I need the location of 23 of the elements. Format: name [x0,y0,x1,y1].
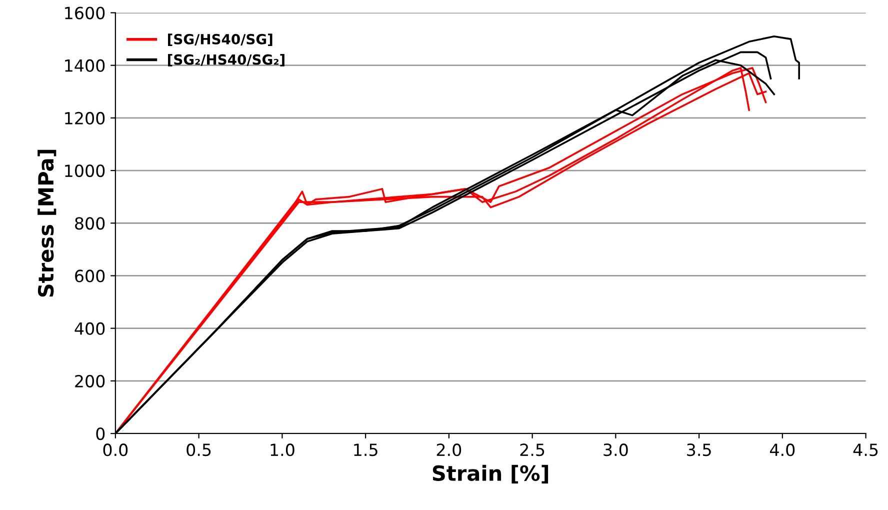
y-tick-label: 1600 [65,6,105,20]
legend-label: [SG₂/HS40/SG₂] [168,54,284,66]
y-tick-label: 400 [74,322,105,335]
x-tick-label: 1.0 [270,444,294,456]
x-tick-label: 3.5 [687,444,711,456]
y-tick-label: 0 [96,427,105,440]
x-tick-label: 3.0 [604,444,628,456]
x-tick-label: 0.0 [103,444,128,456]
y-tick-label: 1200 [65,112,105,125]
y-axis-title: Stress [MPa] [38,150,56,297]
x-tick-label: 4.0 [770,444,795,456]
y-tick-label: 200 [75,374,105,388]
x-tick-label: 0.5 [186,444,211,456]
y-tick-label: 1000 [65,164,105,178]
x-axis-title: Strain [%] [432,464,548,484]
x-tick-label: 4.5 [853,444,878,456]
y-tick-label: 600 [75,270,105,282]
x-tick-label: 1.5 [354,444,378,456]
x-tick-label: 2.5 [520,444,544,456]
y-tick-label: 1400 [65,59,105,72]
legend-label: [SG/HS40/SG] [168,34,272,46]
y-tick-label: 800 [75,217,105,230]
x-tick-label: 2.0 [436,444,462,456]
